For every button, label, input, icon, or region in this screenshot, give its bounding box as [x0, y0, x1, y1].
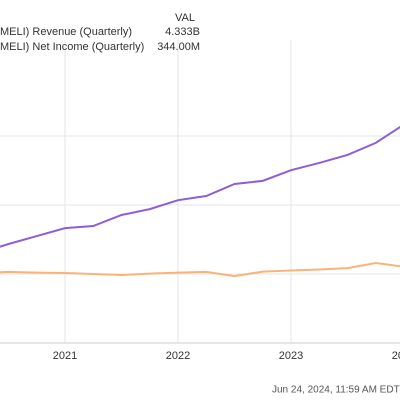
x-tick-label: 2022	[166, 350, 190, 362]
legend-label: MELI) Net Income (Quarterly)	[0, 41, 144, 53]
x-tick-label: 2024	[392, 350, 400, 362]
series-line	[0, 261, 400, 278]
legend-header: VAL	[175, 12, 195, 24]
x-tick-label: 2021	[53, 350, 77, 362]
series-line	[0, 125, 400, 248]
x-tick-label: 2023	[279, 350, 303, 362]
legend-value: 344.00M	[157, 41, 200, 53]
legend-value: 4.333B	[165, 26, 200, 38]
legend-label: MELI) Revenue (Quarterly)	[0, 26, 132, 38]
footer: Jun 24, 2024, 11:59 AM EDT Powe	[272, 385, 400, 396]
